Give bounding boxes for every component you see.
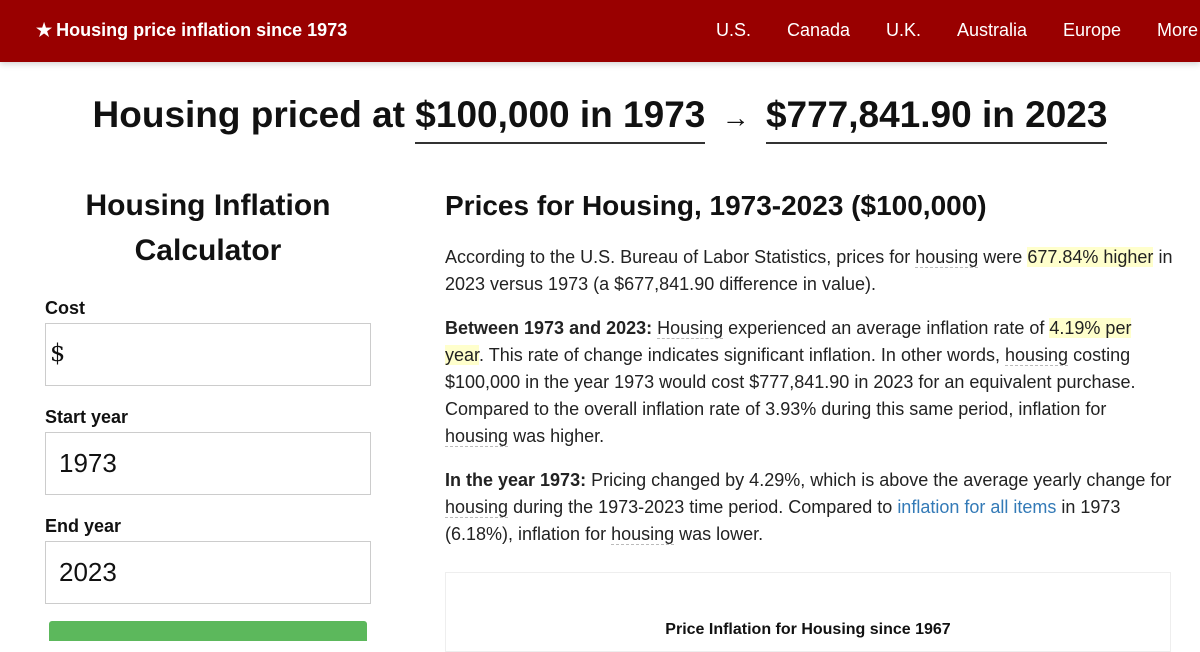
housing-term: housing bbox=[1005, 345, 1069, 366]
percent-higher-highlight: 677.84% higher bbox=[1027, 247, 1154, 267]
text: . This rate of change indicates signific… bbox=[479, 345, 1005, 365]
nav-more[interactable]: More bbox=[1157, 20, 1199, 40]
text: in 1973 (6.18%), inflation for bbox=[445, 497, 1121, 544]
all-items-inflation-link[interactable]: inflation for all items bbox=[897, 497, 1057, 517]
nav-uk[interactable]: U.K. bbox=[886, 20, 922, 40]
period-label: Between 1973 and 2023: bbox=[445, 318, 653, 338]
page-headline: Housing priced at $100,000 in 1973 → $77… bbox=[0, 94, 1200, 144]
start-year-input[interactable] bbox=[45, 432, 371, 495]
brand-link[interactable]: ★ Housing price inflation since 1973 bbox=[36, 20, 347, 41]
year-paragraph: In the year 1973: Pricing changed by 4.2… bbox=[445, 467, 1173, 548]
calculator-title: Housing Inflation Calculator bbox=[85, 189, 331, 267]
chart-title: Price Inflation for Housing since 1967 bbox=[665, 621, 951, 638]
start-year-label: Start year bbox=[45, 407, 129, 427]
housing-term: housing bbox=[915, 247, 979, 268]
housing-term: housing bbox=[445, 426, 509, 447]
housing-term: housing bbox=[445, 497, 509, 518]
chart-container: Price Inflation for Housing since 1967 bbox=[445, 572, 1171, 652]
year-label: In the year 1973: bbox=[445, 470, 587, 490]
end-year-label: End year bbox=[45, 516, 122, 536]
brand-title: Housing price inflation since 1973 bbox=[56, 20, 348, 40]
housing-term: Housing bbox=[657, 318, 724, 339]
headline-end-value: $777,841.90 in 2023 bbox=[765, 94, 1108, 144]
cost-label: Cost bbox=[45, 298, 85, 318]
text: were bbox=[978, 247, 1028, 267]
nav-europe[interactable]: Europe bbox=[1063, 20, 1122, 40]
arrow-right-icon: → bbox=[721, 102, 750, 133]
inflation-calculator: Housing Inflation Calculator Cost $ Star… bbox=[45, 183, 371, 604]
nav-australia[interactable]: Australia bbox=[957, 20, 1028, 40]
text: Pricing changed by 4.29%, which is above… bbox=[586, 470, 1172, 490]
headline-start-value: $100,000 in 1973 bbox=[415, 94, 706, 144]
text: was lower. bbox=[674, 524, 764, 544]
text: during the 1973-2023 time period. Compar… bbox=[508, 497, 898, 517]
text: was higher. bbox=[508, 426, 605, 446]
cost-field-wrap: $ bbox=[45, 323, 371, 386]
text: experienced an average inflation rate of bbox=[723, 318, 1050, 338]
period-paragraph: Between 1973 and 2023: Housing experienc… bbox=[445, 315, 1173, 450]
article: Prices for Housing, 1973-2023 ($100,000)… bbox=[445, 188, 1173, 548]
article-title: Prices for Housing, 1973-2023 ($100,000) bbox=[445, 190, 987, 221]
headline-prefix: Housing priced at bbox=[92, 94, 406, 135]
top-navbar: ★ Housing price inflation since 1973 U.S.… bbox=[0, 0, 1200, 62]
nav-canada[interactable]: Canada bbox=[787, 20, 851, 40]
cost-input[interactable] bbox=[45, 323, 371, 386]
calculate-button[interactable] bbox=[49, 621, 367, 641]
text: According to the U.S. Bureau of Labor St… bbox=[445, 247, 916, 267]
housing-term: housing bbox=[611, 524, 675, 545]
dollar-prefix: $ bbox=[50, 339, 66, 367]
nav-us[interactable]: U.S. bbox=[716, 20, 752, 40]
text: costing $100,000 in the year 1973 would … bbox=[445, 345, 1136, 419]
text: in 2023 versus 1973 (a $677,841.90 diffe… bbox=[445, 247, 1173, 294]
star-icon: ★ bbox=[36, 20, 53, 40]
country-nav: U.S. Canada U.K. Australia Europe More bbox=[0, 20, 1200, 44]
summary-paragraph: According to the U.S. Bureau of Labor St… bbox=[445, 244, 1173, 298]
end-year-input[interactable] bbox=[45, 541, 371, 604]
